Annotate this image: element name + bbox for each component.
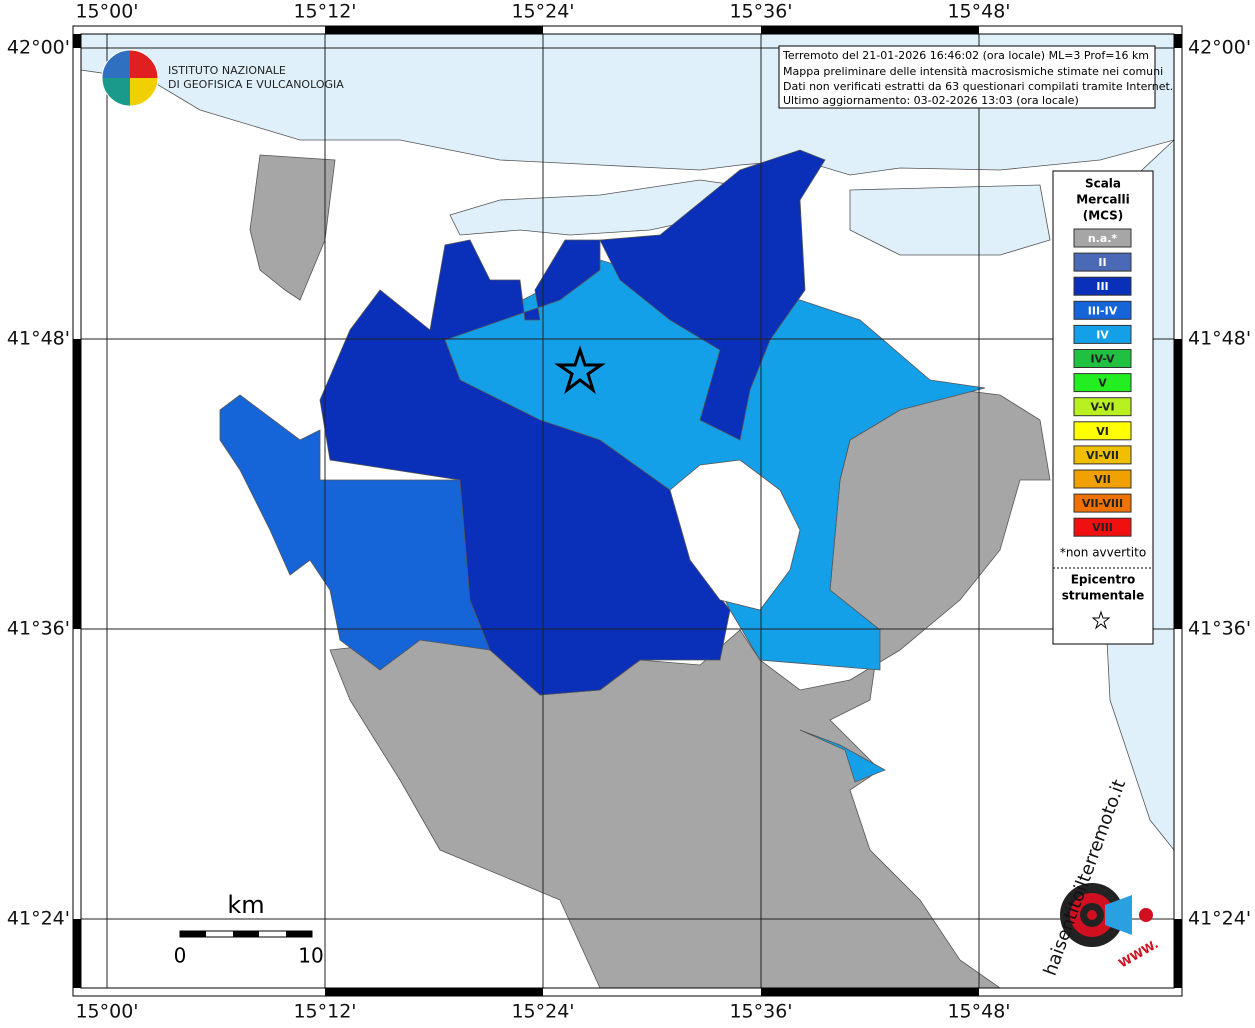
region-iii-iv xyxy=(219,394,491,671)
legend-title: (MCS) xyxy=(1083,209,1124,223)
region-iii xyxy=(319,239,731,696)
legend-label: IV-V xyxy=(1090,353,1115,366)
info-line: Terremoto del 21-01-2026 16:46:02 (ora l… xyxy=(782,49,1149,62)
legend-swatch xyxy=(1073,397,1132,417)
region-na xyxy=(249,154,336,301)
lat-tick-label: 41°48' xyxy=(7,328,70,350)
legend-label: VII xyxy=(1094,473,1111,486)
legend-label: III xyxy=(1096,280,1108,293)
legend-label: n.a.* xyxy=(1088,232,1118,245)
lon-tick-label: 15°12' xyxy=(293,1001,356,1023)
legend-label: II xyxy=(1098,256,1106,269)
frame xyxy=(72,25,1183,997)
region-iv xyxy=(799,729,886,783)
legend-swatch xyxy=(1073,324,1132,344)
legend-epicenter: strumentale xyxy=(1062,589,1145,603)
lon-tick-label: 15°48' xyxy=(947,1,1010,23)
info-line: Dati non verificati estratti da 63 quest… xyxy=(783,80,1173,93)
legend-title: Scala xyxy=(1085,177,1121,191)
lon-tick-label: 15°00' xyxy=(75,1,138,23)
lat-tick-label: 41°24' xyxy=(7,908,70,930)
legend-swatch xyxy=(1073,349,1132,368)
graticule xyxy=(81,34,1174,988)
scale-end: 10 xyxy=(298,944,323,968)
region-iii xyxy=(599,149,826,441)
tick-labels: 15°00' 15°00' 15°12' 15°12' 15°24' 15°24' 15°3… xyxy=(7,1,1251,1023)
lon-tick-label: 15°36' xyxy=(729,1,792,23)
lon-tick-label: 15°12' xyxy=(293,1,356,23)
legend-swatch xyxy=(1073,228,1132,248)
legend-swatch xyxy=(1073,493,1132,513)
legend-label: VI xyxy=(1096,425,1109,438)
lat-tick-label: 41°36' xyxy=(7,618,70,640)
scale-bar: km 0 10 xyxy=(174,891,324,968)
lon-tick-label: 15°00' xyxy=(75,1001,138,1023)
legend-label: III-IV xyxy=(1088,304,1118,317)
lat-tick-label: 42°00' xyxy=(1188,37,1251,59)
legend-title: Mercalli xyxy=(1076,193,1130,207)
legend-swatch xyxy=(1073,469,1132,489)
legend-label: IV xyxy=(1096,328,1109,341)
ingv-logo: ISTITUTO NAZIONALE DI GEOFISICA E VULCAN… xyxy=(101,49,344,107)
legend-epicenter: Epicentro xyxy=(1071,573,1136,587)
epicenter-star xyxy=(554,345,606,395)
org-name: DI GEOFISICA E VULCANOLOGIA xyxy=(168,78,344,91)
legend-label: VIII xyxy=(1092,521,1113,534)
legend-swatch xyxy=(1073,252,1132,272)
legend: Scala Mercalli (MCS) *non avvertito Epic… xyxy=(1052,170,1154,645)
info-line: Mappa preliminare delle intensità macros… xyxy=(783,65,1163,78)
lat-tick-label: 41°48' xyxy=(1188,328,1251,350)
legend-label: V-VI xyxy=(1090,401,1114,414)
legend-swatch xyxy=(1073,276,1132,296)
regions xyxy=(80,33,1175,989)
legend-swatch xyxy=(1073,517,1132,537)
lat-tick-label: 41°36' xyxy=(1188,618,1251,640)
lon-tick-label: 15°48' xyxy=(947,1001,1010,1023)
region-blank xyxy=(669,459,801,611)
lon-tick-label: 15°24' xyxy=(511,1001,574,1023)
lon-tick-label: 15°24' xyxy=(511,1,574,23)
legend-swatch xyxy=(1073,300,1132,320)
lat-tick-label: 42°00' xyxy=(7,37,70,59)
legend-label: VII-VIII xyxy=(1082,497,1123,510)
org-name: ISTITUTO NAZIONALE xyxy=(168,64,286,77)
lon-tick-label: 15°36' xyxy=(729,1001,792,1023)
scale-unit: km xyxy=(227,891,264,919)
lat-tick-label: 41°24' xyxy=(1188,908,1251,930)
legend-swatch xyxy=(1073,445,1132,465)
info-box: Terremoto del 21-01-2026 16:46:02 (ora l… xyxy=(778,45,1173,109)
lagoon xyxy=(849,184,1051,256)
legend-swatch xyxy=(1073,373,1132,393)
legend-note: *non avvertito xyxy=(1060,546,1146,560)
scale-start: 0 xyxy=(174,944,187,968)
info-line: Ultimo aggiornamento: 03-02-2026 13:03 (… xyxy=(783,94,1079,107)
legend-swatch xyxy=(1073,421,1132,441)
legend-label: V xyxy=(1098,377,1107,390)
legend-star xyxy=(1091,610,1111,630)
legend-label: VI-VII xyxy=(1086,449,1119,462)
